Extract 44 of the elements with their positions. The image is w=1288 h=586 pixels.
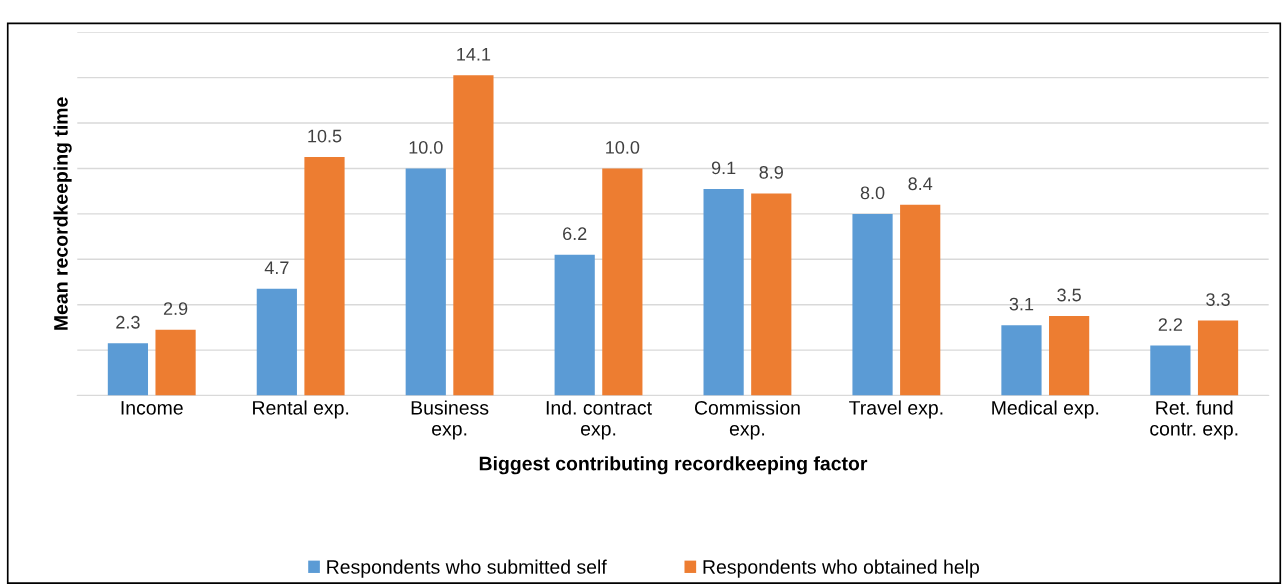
data-label: 8.9 — [759, 165, 783, 179]
data-label: 3.5 — [1057, 288, 1081, 302]
x-tick-label: Ret. fund contr. exp. — [1150, 400, 1238, 440]
data-label: 14.1 — [457, 48, 491, 61]
data-label: 8.0 — [860, 186, 885, 200]
x-tick-label: Rental exp. — [253, 400, 349, 419]
x-tick-label: Commission exp. — [694, 400, 800, 440]
data-label: 2.2 — [1158, 318, 1183, 331]
data-label: 6.2 — [563, 227, 587, 241]
bar — [107, 343, 149, 396]
x-tick-label: Ind. contract exp. — [546, 400, 652, 440]
legend-label: Respondents who obtained help — [703, 559, 979, 578]
data-label: 4.7 — [264, 261, 289, 274]
data-label: 10.5 — [308, 129, 342, 143]
bar — [405, 168, 446, 396]
data-label: 3.3 — [1206, 293, 1230, 306]
bar — [1150, 345, 1191, 396]
x-tick-label: Income — [121, 401, 183, 415]
x-tick-label: Medical exp. — [992, 400, 1099, 419]
legend-label: Respondents who submitted self — [327, 559, 607, 578]
data-label: 3.1 — [1009, 297, 1034, 311]
x-axis-title: Biggest contributing recordkeeping factor — [479, 456, 868, 475]
x-tick-label: Business exp. — [411, 400, 489, 440]
bar — [1049, 316, 1090, 396]
data-label: 2.3 — [116, 315, 140, 329]
data-label: 9.1 — [711, 161, 736, 175]
bar — [554, 254, 595, 396]
bar — [453, 75, 494, 396]
data-label: 8.4 — [908, 177, 933, 191]
bar — [1197, 320, 1239, 396]
bar — [1001, 325, 1042, 396]
bar — [703, 188, 744, 396]
bar — [256, 288, 297, 396]
data-label: 10.0 — [409, 141, 443, 154]
bar — [900, 204, 941, 396]
data-label: 2.9 — [163, 302, 188, 316]
data-label: 10.0 — [606, 141, 640, 154]
bar — [155, 329, 196, 396]
bar — [852, 213, 893, 396]
x-tick-label: Travel exp. — [849, 400, 943, 419]
bar — [751, 193, 792, 396]
bar — [304, 157, 345, 396]
bar — [602, 168, 643, 396]
y-axis-title: Mean recordkeeping time — [53, 97, 72, 330]
